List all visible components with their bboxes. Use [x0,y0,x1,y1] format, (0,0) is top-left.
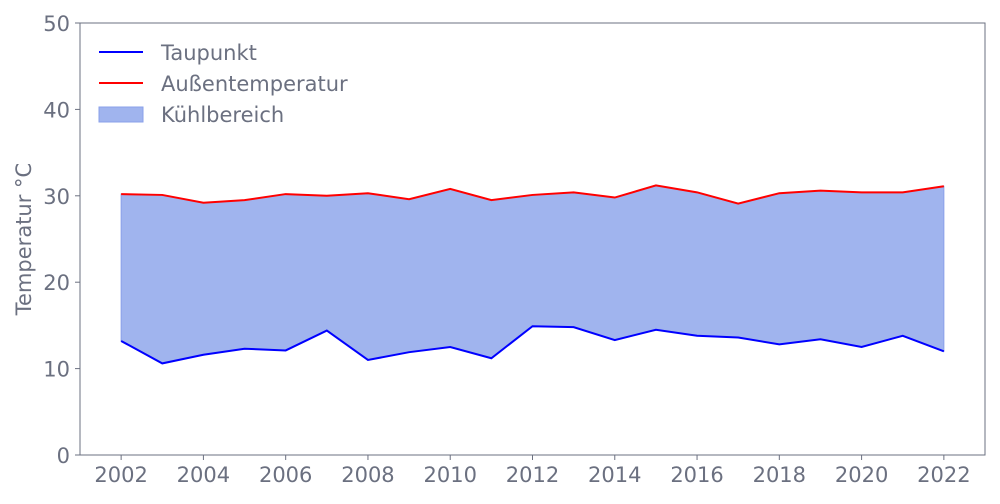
line-aussentemperatur [121,184,945,205]
y-tick-label: 30 [43,185,70,209]
legend-item-aussentemperatur: Außentemperatur [99,72,348,96]
y-axis-label: Temperatur °C [12,163,36,316]
legend-label: Kühlbereich [161,103,284,127]
legend-item-taupunkt: Taupunkt [99,41,257,65]
x-tick-label: 2020 [835,463,888,487]
y-tick-label: 40 [43,98,70,122]
legend: Taupunkt Außentemperatur Kühlbereich [98,41,348,127]
legend-item-kuehlbereich: Kühlbereich [98,103,284,127]
x-tick-label: 2008 [341,463,394,487]
x-tick-label: 2022 [917,463,970,487]
x-tick-label: 2016 [670,463,723,487]
y-tick-label: 10 [43,358,70,382]
y-tick-label: 50 [43,12,70,36]
line-taupunkt [120,325,945,365]
x-tick-label: 2010 [424,463,477,487]
x-tick-label: 2014 [588,463,641,487]
y-tick-label: 20 [43,271,70,295]
y-tick-label: 0 [57,444,70,468]
x-tick-label: 2004 [177,463,230,487]
fill-kuehlbereich [120,184,945,364]
legend-label: Taupunkt [160,41,257,65]
x-tick-label: 2012 [506,463,559,487]
legend-label: Außentemperatur [161,72,348,96]
x-tick-label: 2018 [753,463,806,487]
x-tick-label: 2006 [259,463,312,487]
x-tick-label: 2002 [94,463,147,487]
legend-swatch [98,106,144,123]
